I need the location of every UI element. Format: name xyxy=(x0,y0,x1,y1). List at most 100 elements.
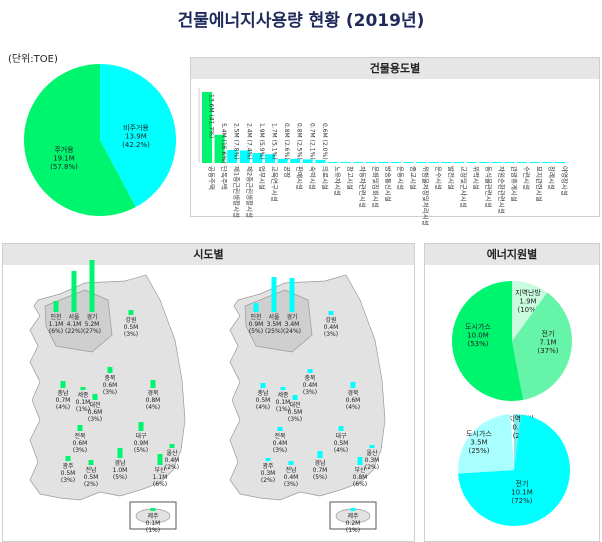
source-pie-2-slice-label: 도시가스 xyxy=(466,429,492,438)
bar-data-label: 1.7M (5.1%) xyxy=(271,123,278,160)
region-label: 충북 xyxy=(304,374,316,382)
usage-panel: 건물용도별 xyxy=(190,57,600,217)
region-label: 서울 xyxy=(268,313,280,321)
region-label: 인천 xyxy=(250,313,261,321)
bar xyxy=(252,153,263,163)
bar-category-label: 단독주택 xyxy=(220,166,229,190)
region-bar xyxy=(169,444,175,448)
region-label: 충북 xyxy=(104,374,116,382)
bar xyxy=(277,158,288,163)
region-label: 제주 xyxy=(147,512,159,520)
region-label: 0.4M xyxy=(303,382,318,389)
bar xyxy=(340,161,351,163)
bar-data-label: 13.6M (41.7%) xyxy=(208,94,215,138)
bar-category-label: 방송통신시설 xyxy=(384,166,393,202)
region-label: (6%) xyxy=(153,481,167,488)
region-bar xyxy=(307,369,313,373)
region-label: 1.1M xyxy=(153,474,168,481)
source-pie-2-slice-label: 전기 xyxy=(516,479,529,488)
region-label: 경남 xyxy=(314,459,326,467)
bar xyxy=(315,159,326,163)
region-label: (3%) xyxy=(284,481,298,488)
source-pie-2-slice xyxy=(458,414,514,474)
bar xyxy=(517,162,527,163)
region-bar xyxy=(265,458,271,461)
region-label: 5.2M xyxy=(85,321,100,328)
source-pie-1-slice-label: 전기 xyxy=(542,329,555,338)
region-label: 인천 xyxy=(50,313,61,321)
region-label: 전북 xyxy=(274,432,286,440)
region-label: 강원 xyxy=(325,316,336,324)
region-label: 대전 xyxy=(89,401,100,409)
unit-label: (단위:TOE) xyxy=(8,54,58,65)
bar xyxy=(479,162,490,163)
region-label: 전북 xyxy=(74,432,86,440)
bar xyxy=(365,161,376,163)
region-label: 0.9M xyxy=(134,440,149,447)
region-bar xyxy=(357,457,363,465)
region-label: 4.1M xyxy=(67,321,82,328)
bar-category-label: 위락시설 xyxy=(472,166,480,190)
bar-category-label: 창고시설 xyxy=(346,166,354,190)
region-label: 세종 xyxy=(277,391,289,399)
region-label: 광주 xyxy=(262,463,274,470)
region-bar xyxy=(271,277,277,312)
region-bar xyxy=(107,367,113,373)
region-label: 0.1M xyxy=(76,399,91,406)
source-pie-2-slice-label: 10.1M xyxy=(511,489,533,497)
region-label: (1%) xyxy=(346,527,360,534)
region-label: (2%) xyxy=(365,464,379,471)
source-pie-1-slice-label: 7.1M xyxy=(539,339,556,347)
bar xyxy=(290,158,301,163)
region-bar xyxy=(292,395,298,400)
region-label: 0.5M xyxy=(124,324,139,331)
region-label: 서울 xyxy=(68,313,80,321)
residential-pie-slice xyxy=(100,64,177,208)
region-label: 전남 xyxy=(85,466,97,474)
region-label: 0.4M xyxy=(273,440,288,447)
bar xyxy=(378,161,389,163)
bar xyxy=(416,162,427,163)
region-label: (5%) xyxy=(313,474,327,481)
bar xyxy=(441,162,452,163)
region-label: 0.6M xyxy=(346,397,361,404)
bar xyxy=(391,161,401,163)
region-label: 제주 xyxy=(347,512,359,520)
region-label: 0.8M xyxy=(146,397,161,404)
region-label: 0.3M xyxy=(261,470,276,477)
region-label: 경기 xyxy=(286,313,297,321)
bar xyxy=(529,162,540,163)
region-bar xyxy=(150,380,156,388)
region-bar xyxy=(92,394,98,400)
page-title: 건물에너지사용량 현황 (2019년) xyxy=(177,11,425,31)
source-pie-2-slice-label: (25%) xyxy=(468,447,489,455)
region-label: (6%) xyxy=(353,481,367,488)
bar-category-label: 자동차관련시설 xyxy=(359,166,368,208)
region-label: 0.4M xyxy=(324,324,339,331)
region-label: (4%) xyxy=(346,404,360,411)
region-label: 0.5M xyxy=(61,470,76,477)
source-pie-1-slice xyxy=(512,292,572,400)
capital-region xyxy=(44,289,113,353)
region-label: (5%) xyxy=(113,474,127,481)
residential-pie-slice-label: (42.2%) xyxy=(122,141,150,149)
bar-category-label: 동식물관련시설 xyxy=(485,166,494,208)
bar-category-label: 자원순환관련시설 xyxy=(497,166,506,214)
region-label: (6%) xyxy=(49,328,63,335)
region-bar xyxy=(71,271,77,312)
region-label: (24%) xyxy=(283,328,301,335)
region-label: 0.1M xyxy=(146,520,161,527)
region-label: 0.4M xyxy=(284,474,299,481)
bar xyxy=(328,161,338,163)
bar-category-label: 발전시설 xyxy=(447,166,456,190)
bar xyxy=(353,161,364,163)
residential-pie-slice-label: 13.9M xyxy=(125,133,147,141)
bar-data-label: 2.4M (7.4%) xyxy=(245,123,252,160)
region-label: (4%) xyxy=(146,404,160,411)
bar xyxy=(202,92,212,163)
region-label: (2%) xyxy=(165,464,179,471)
region-label: (27%) xyxy=(83,328,101,335)
source-pie-2-slice xyxy=(514,414,522,470)
jeju-inset-box xyxy=(129,501,177,530)
source-pie-1-slice xyxy=(452,281,524,401)
